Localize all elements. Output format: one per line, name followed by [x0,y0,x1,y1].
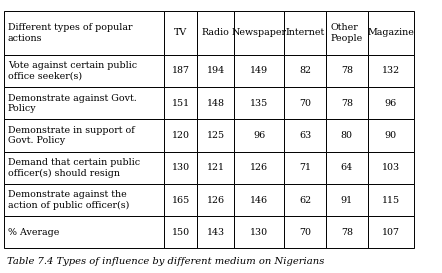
Bar [326,55,368,87]
Text: Demonstrate against Govt.
Policy: Demonstrate against Govt. Policy [8,94,137,113]
Bar [234,152,285,184]
Text: TV: TV [174,28,187,37]
Text: 187: 187 [171,67,190,76]
Text: Other
People: Other People [331,23,363,43]
Text: 146: 146 [250,195,268,204]
Bar [197,11,234,55]
Text: 107: 107 [381,228,400,237]
Bar [234,216,285,248]
Text: 150: 150 [171,228,190,237]
Text: 78: 78 [341,228,353,237]
Text: 71: 71 [299,163,311,172]
Text: Newspaper: Newspaper [232,28,287,37]
Bar [164,87,197,119]
Bar [234,119,285,152]
Bar [197,119,234,152]
Bar [197,184,234,216]
Text: 103: 103 [381,163,400,172]
Text: 70: 70 [299,228,311,237]
Bar [197,152,234,184]
Text: 63: 63 [299,131,311,140]
Text: 151: 151 [171,99,190,108]
Text: 149: 149 [250,67,268,76]
Text: 194: 194 [206,67,225,76]
Text: 132: 132 [381,67,400,76]
Text: Demand that certain public
officer(s) should resign: Demand that certain public officer(s) sh… [8,158,140,177]
Bar [164,11,197,55]
Bar [285,152,326,184]
Text: 143: 143 [206,228,225,237]
Bar [368,87,414,119]
Text: 82: 82 [299,67,311,76]
Text: 70: 70 [299,99,311,108]
Text: 96: 96 [385,99,397,108]
Text: Magazine: Magazine [367,28,414,37]
Text: 125: 125 [206,131,225,140]
Bar [4,119,164,152]
Bar [234,184,285,216]
Text: Vote against certain public
office seeker(s): Vote against certain public office seeke… [8,61,137,81]
Bar [326,216,368,248]
Text: 130: 130 [171,163,190,172]
Bar [4,87,164,119]
Text: 148: 148 [206,99,225,108]
Bar [326,87,368,119]
Bar [326,119,368,152]
Bar [164,55,197,87]
Bar [285,184,326,216]
Text: 96: 96 [253,131,266,140]
Bar [326,152,368,184]
Text: 126: 126 [250,163,268,172]
Bar [368,184,414,216]
Text: 78: 78 [341,67,353,76]
Text: Different types of popular
actions: Different types of popular actions [8,23,133,43]
Bar [368,119,414,152]
Bar [285,216,326,248]
Text: 90: 90 [385,131,396,140]
Text: 130: 130 [250,228,268,237]
Text: 115: 115 [381,195,400,204]
Bar [368,216,414,248]
Text: 120: 120 [171,131,190,140]
Bar [285,11,326,55]
Text: Demonstrate against the
action of public officer(s): Demonstrate against the action of public… [8,190,130,210]
Text: Table 7.4 Types of influence by different medium on Nigerians: Table 7.4 Types of influence by differen… [7,257,324,266]
Bar [234,87,285,119]
Bar [164,216,197,248]
Bar [164,184,197,216]
Text: 165: 165 [171,195,190,204]
Bar [234,55,285,87]
Bar [4,184,164,216]
Bar [285,55,326,87]
Text: 78: 78 [341,99,353,108]
Bar [285,87,326,119]
Text: 64: 64 [341,163,353,172]
Bar [368,55,414,87]
Bar [368,11,414,55]
Bar [368,152,414,184]
Bar [4,216,164,248]
Bar [197,216,234,248]
Text: % Average: % Average [8,228,59,237]
Text: 91: 91 [341,195,353,204]
Bar [326,11,368,55]
Text: 80: 80 [341,131,353,140]
Bar [197,55,234,87]
Text: Demonstrate in support of
Govt. Policy: Demonstrate in support of Govt. Policy [8,126,135,145]
Bar [285,119,326,152]
Text: 62: 62 [299,195,311,204]
Text: Radio: Radio [202,28,229,37]
Bar [4,152,164,184]
Text: 121: 121 [206,163,225,172]
Bar [164,119,197,152]
Bar [4,55,164,87]
Bar [326,184,368,216]
Text: 135: 135 [250,99,268,108]
Text: 126: 126 [206,195,225,204]
Bar [234,11,285,55]
Bar [4,11,164,55]
Bar [164,152,197,184]
Bar [197,87,234,119]
Text: Internet: Internet [286,28,325,37]
